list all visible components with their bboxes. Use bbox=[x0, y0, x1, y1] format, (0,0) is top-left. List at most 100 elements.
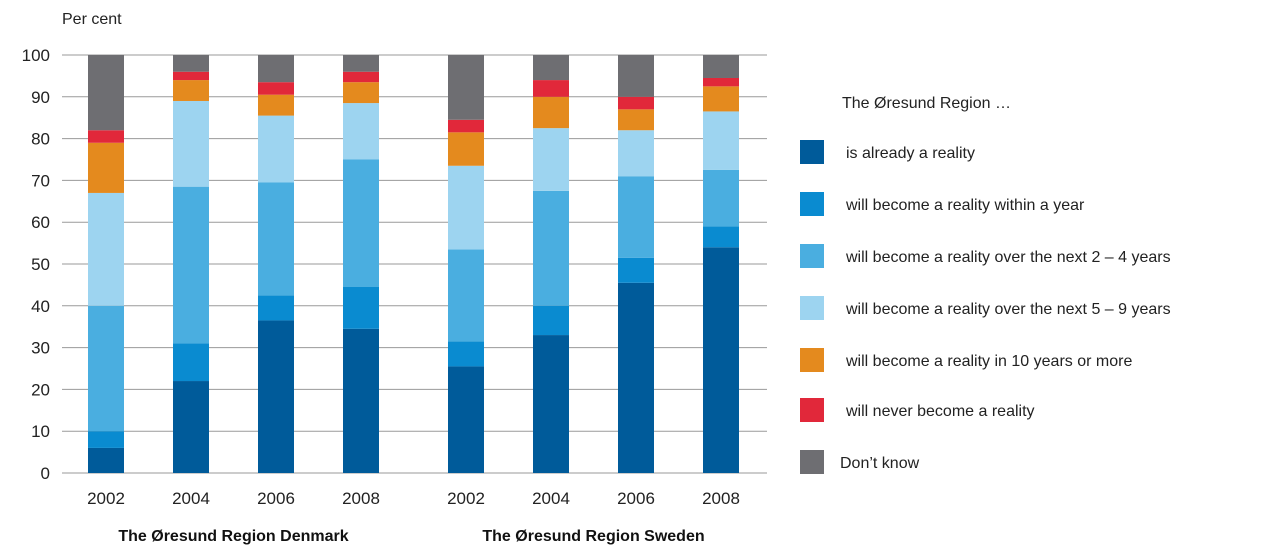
y-tick-label: 40 bbox=[31, 297, 50, 316]
bar-segment bbox=[258, 320, 294, 473]
bar-segment bbox=[533, 96, 569, 129]
bar-segment bbox=[258, 55, 294, 83]
bar-segment bbox=[703, 247, 739, 473]
gridlines bbox=[62, 54, 767, 474]
y-axis-label: Per cent bbox=[62, 11, 122, 28]
x-tick-label: 2006 bbox=[257, 489, 295, 508]
bar-segment bbox=[343, 103, 379, 160]
bar-segment bbox=[448, 119, 484, 133]
bar-segment bbox=[258, 82, 294, 95]
bar-segment bbox=[88, 192, 124, 306]
bar-segment bbox=[703, 226, 739, 248]
bar-segment bbox=[88, 431, 124, 448]
x-tick-label: 2004 bbox=[532, 489, 570, 508]
bar-segment bbox=[448, 249, 484, 342]
x-tick-label: 2002 bbox=[87, 489, 125, 508]
bar-segment bbox=[533, 190, 569, 306]
legend-swatch bbox=[800, 244, 824, 268]
x-tick-label: 2004 bbox=[172, 489, 210, 508]
bar-segment bbox=[173, 343, 209, 382]
legend-label: will become a reality over the next 2 – … bbox=[845, 249, 1171, 266]
bar-segment bbox=[448, 55, 484, 120]
legend-swatch bbox=[800, 140, 824, 164]
bar-segment bbox=[173, 381, 209, 473]
bar-segment bbox=[448, 366, 484, 473]
bar-segment bbox=[173, 55, 209, 72]
group-titles: The Øresund Region Denmark The Øresund Re… bbox=[118, 528, 704, 545]
x-axis: 2002 2004 2006 2008 2002 2004 2006 2008 bbox=[87, 489, 740, 508]
bar-segment bbox=[343, 328, 379, 473]
legend-label: will become a reality in 10 years or mor… bbox=[845, 353, 1132, 370]
bar-segment bbox=[618, 176, 654, 258]
y-tick-label: 20 bbox=[31, 380, 50, 399]
bar-segment bbox=[618, 55, 654, 97]
legend: The Øresund Region … is already a reality… bbox=[800, 95, 1171, 474]
bar-segment bbox=[533, 128, 569, 191]
bar-segment bbox=[343, 286, 379, 329]
y-tick-label: 70 bbox=[31, 171, 50, 190]
y-tick-label: 50 bbox=[31, 255, 50, 274]
x-tick-label: 2006 bbox=[617, 489, 655, 508]
bar-segment bbox=[703, 169, 739, 227]
legend-label: is already a reality bbox=[846, 145, 975, 162]
bar-segment bbox=[703, 111, 739, 170]
bar-segment bbox=[533, 335, 569, 473]
group-title: The Øresund Region Sweden bbox=[482, 528, 704, 545]
y-tick-label: 60 bbox=[31, 213, 50, 232]
y-tick-label: 30 bbox=[31, 339, 50, 358]
legend-swatch bbox=[800, 192, 824, 216]
bar-segment bbox=[703, 55, 739, 78]
bars bbox=[88, 55, 739, 473]
bar-segment bbox=[618, 282, 654, 473]
bar-segment bbox=[618, 130, 654, 177]
bar-segment bbox=[88, 142, 124, 193]
y-tick-label: 90 bbox=[31, 88, 50, 107]
bar-segment bbox=[703, 86, 739, 112]
legend-swatch bbox=[800, 450, 824, 474]
bar-segment bbox=[343, 82, 379, 104]
bar-segment bbox=[88, 130, 124, 143]
legend-title: The Øresund Region … bbox=[842, 95, 1011, 112]
y-tick-label: 0 bbox=[41, 464, 50, 483]
bar-segment bbox=[343, 71, 379, 83]
bar-segment bbox=[258, 94, 294, 116]
bar-segment bbox=[258, 115, 294, 183]
bar-segment bbox=[173, 80, 209, 101]
y-tick-label: 80 bbox=[31, 130, 50, 149]
bar-segment bbox=[88, 305, 124, 432]
y-tick-label: 100 bbox=[22, 46, 50, 65]
legend-label: will never become a reality bbox=[845, 403, 1035, 420]
bar-segment bbox=[343, 55, 379, 72]
x-tick-label: 2008 bbox=[342, 489, 380, 508]
bar-segment bbox=[173, 71, 209, 81]
x-tick-label: 2002 bbox=[447, 489, 485, 508]
bar-segment bbox=[533, 55, 569, 81]
bar-segment bbox=[258, 182, 294, 296]
legend-swatch bbox=[800, 398, 824, 422]
bar-segment bbox=[448, 132, 484, 166]
bar-segment bbox=[703, 77, 739, 87]
bar-segment bbox=[448, 341, 484, 367]
bar-segment bbox=[173, 186, 209, 344]
bar-segment bbox=[618, 257, 654, 283]
y-axis: 0 10 20 30 40 50 60 70 80 90 100 bbox=[22, 46, 50, 483]
bar-segment bbox=[618, 109, 654, 131]
legend-swatch bbox=[800, 348, 824, 372]
legend-label: will become a reality within a year bbox=[845, 197, 1085, 214]
group-title: The Øresund Region Denmark bbox=[118, 528, 348, 545]
bar-segment bbox=[88, 447, 124, 473]
legend-label: will become a reality over the next 5 – … bbox=[845, 301, 1171, 318]
x-tick-label: 2008 bbox=[702, 489, 740, 508]
bar-segment bbox=[343, 159, 379, 287]
bar-segment bbox=[258, 295, 294, 321]
bar-segment bbox=[618, 96, 654, 110]
legend-label: Don’t know bbox=[840, 455, 920, 472]
bar-segment bbox=[173, 100, 209, 187]
bar-segment bbox=[533, 305, 569, 336]
bar-segment bbox=[533, 80, 569, 97]
bar-segment bbox=[448, 165, 484, 250]
y-tick-label: 10 bbox=[31, 422, 50, 441]
bar-segment bbox=[88, 55, 124, 131]
